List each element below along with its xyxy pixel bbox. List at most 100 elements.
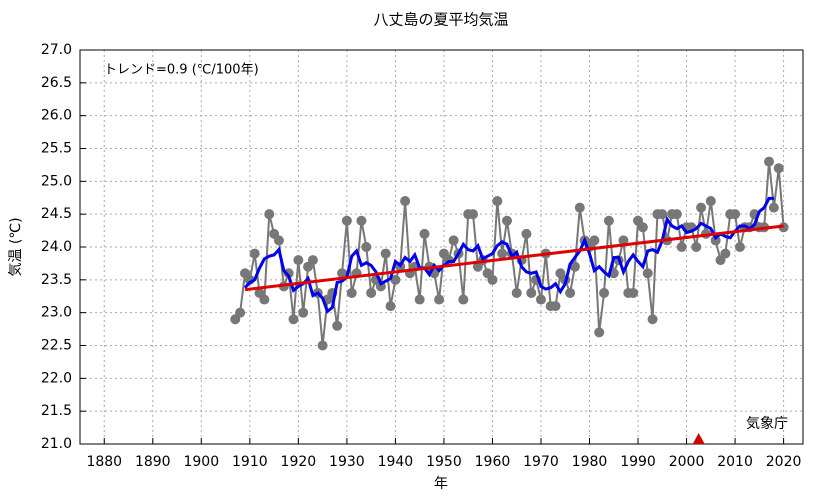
data-point	[249, 248, 260, 259]
data-point	[535, 294, 546, 305]
data-point	[526, 287, 537, 298]
data-point	[720, 248, 731, 259]
x-tick-label: 2010	[717, 454, 753, 470]
data-point	[550, 301, 561, 312]
plot-frame	[79, 49, 804, 445]
x-tick-label: 2020	[766, 454, 802, 470]
data-point	[637, 222, 648, 233]
x-tick-label: 1900	[183, 454, 219, 470]
y-tick-label: 24.0	[41, 239, 72, 255]
y-tick-label: 25.0	[41, 173, 72, 189]
data-point	[599, 287, 610, 298]
data-point	[458, 294, 469, 305]
data-point	[337, 268, 348, 279]
x-tick-label: 1880	[86, 454, 122, 470]
x-tick-label: 1960	[475, 454, 511, 470]
data-point	[414, 294, 425, 305]
y-tick-label: 21.5	[41, 403, 72, 419]
data-point	[385, 301, 396, 312]
data-point	[346, 287, 357, 298]
data-point	[273, 235, 284, 246]
x-axis-label: 年	[434, 476, 448, 492]
data-point	[618, 235, 629, 246]
series-line	[243, 196, 774, 314]
x-tick-label: 1930	[329, 454, 365, 470]
x-tick-label: 2000	[669, 454, 705, 470]
data-point	[400, 196, 411, 207]
y-tick-label: 25.5	[41, 141, 72, 157]
data-point	[366, 287, 377, 298]
data-point	[511, 287, 522, 298]
data-point	[574, 202, 585, 213]
data-point	[768, 202, 779, 213]
data-point	[307, 255, 318, 266]
y-tick-label: 23.5	[41, 272, 72, 288]
y-tick-label: 26.0	[41, 108, 72, 124]
data-point	[492, 196, 503, 207]
y-axis-label: 気温 (℃)	[8, 217, 24, 276]
data-point	[671, 209, 682, 220]
data-point	[288, 314, 299, 325]
x-tick-label: 1940	[378, 454, 414, 470]
data-point	[317, 340, 328, 351]
data-point	[565, 287, 576, 298]
x-tick-label: 1920	[281, 454, 317, 470]
data-point	[293, 255, 304, 266]
series-line	[244, 224, 784, 292]
x-tick-label: 1990	[620, 454, 656, 470]
data-point	[419, 228, 430, 239]
data-point	[657, 209, 668, 220]
data-point	[448, 235, 459, 246]
event-marker	[692, 433, 705, 444]
x-tick-label: 1950	[426, 454, 462, 470]
data-point	[380, 248, 391, 259]
data-point	[434, 294, 445, 305]
trend-annotation: トレンド=0.9 (℃/100年)	[104, 63, 259, 78]
data-point	[521, 228, 532, 239]
x-tick-label: 1910	[232, 454, 268, 470]
data-point	[773, 163, 784, 174]
data-point	[361, 242, 372, 252]
data-point	[569, 261, 580, 272]
data-point	[259, 294, 270, 305]
x-tick-label: 1890	[135, 454, 171, 470]
data-point	[730, 209, 741, 220]
data-point	[341, 215, 352, 226]
data-point	[468, 209, 479, 220]
data-point	[691, 242, 702, 252]
y-tick-label: 26.5	[41, 75, 72, 91]
y-tick-label: 23.0	[41, 305, 72, 321]
data-point	[603, 215, 614, 226]
data-point	[734, 242, 745, 252]
y-tick-label: 24.5	[41, 206, 72, 222]
y-tick-label: 22.5	[41, 338, 72, 354]
data-point	[487, 274, 498, 285]
data-point	[642, 268, 653, 279]
data-point	[705, 196, 716, 207]
data-point	[497, 248, 508, 259]
data-point	[298, 307, 309, 318]
data-point	[628, 287, 639, 298]
data-point	[676, 242, 687, 252]
data-point	[264, 209, 275, 220]
data-point	[696, 202, 707, 213]
data-point	[502, 215, 513, 226]
data-point	[356, 215, 367, 226]
y-tick-label: 27.0	[41, 42, 72, 58]
chart-title: 八丈島の夏平均気温	[373, 11, 508, 29]
data-point	[764, 156, 775, 167]
data-point	[589, 235, 600, 246]
data-point	[283, 268, 294, 279]
y-tick-label: 22.0	[41, 370, 72, 386]
data-point	[710, 235, 721, 246]
data-point	[594, 327, 605, 338]
data-point	[647, 314, 658, 325]
x-tick-label: 1980	[572, 454, 608, 470]
data-point	[332, 320, 343, 331]
y-tick-label: 21.0	[41, 436, 72, 452]
data-point	[390, 274, 401, 285]
source-annotation: 気象庁	[746, 416, 788, 432]
data-point	[235, 307, 246, 318]
x-tick-label: 1970	[523, 454, 559, 470]
